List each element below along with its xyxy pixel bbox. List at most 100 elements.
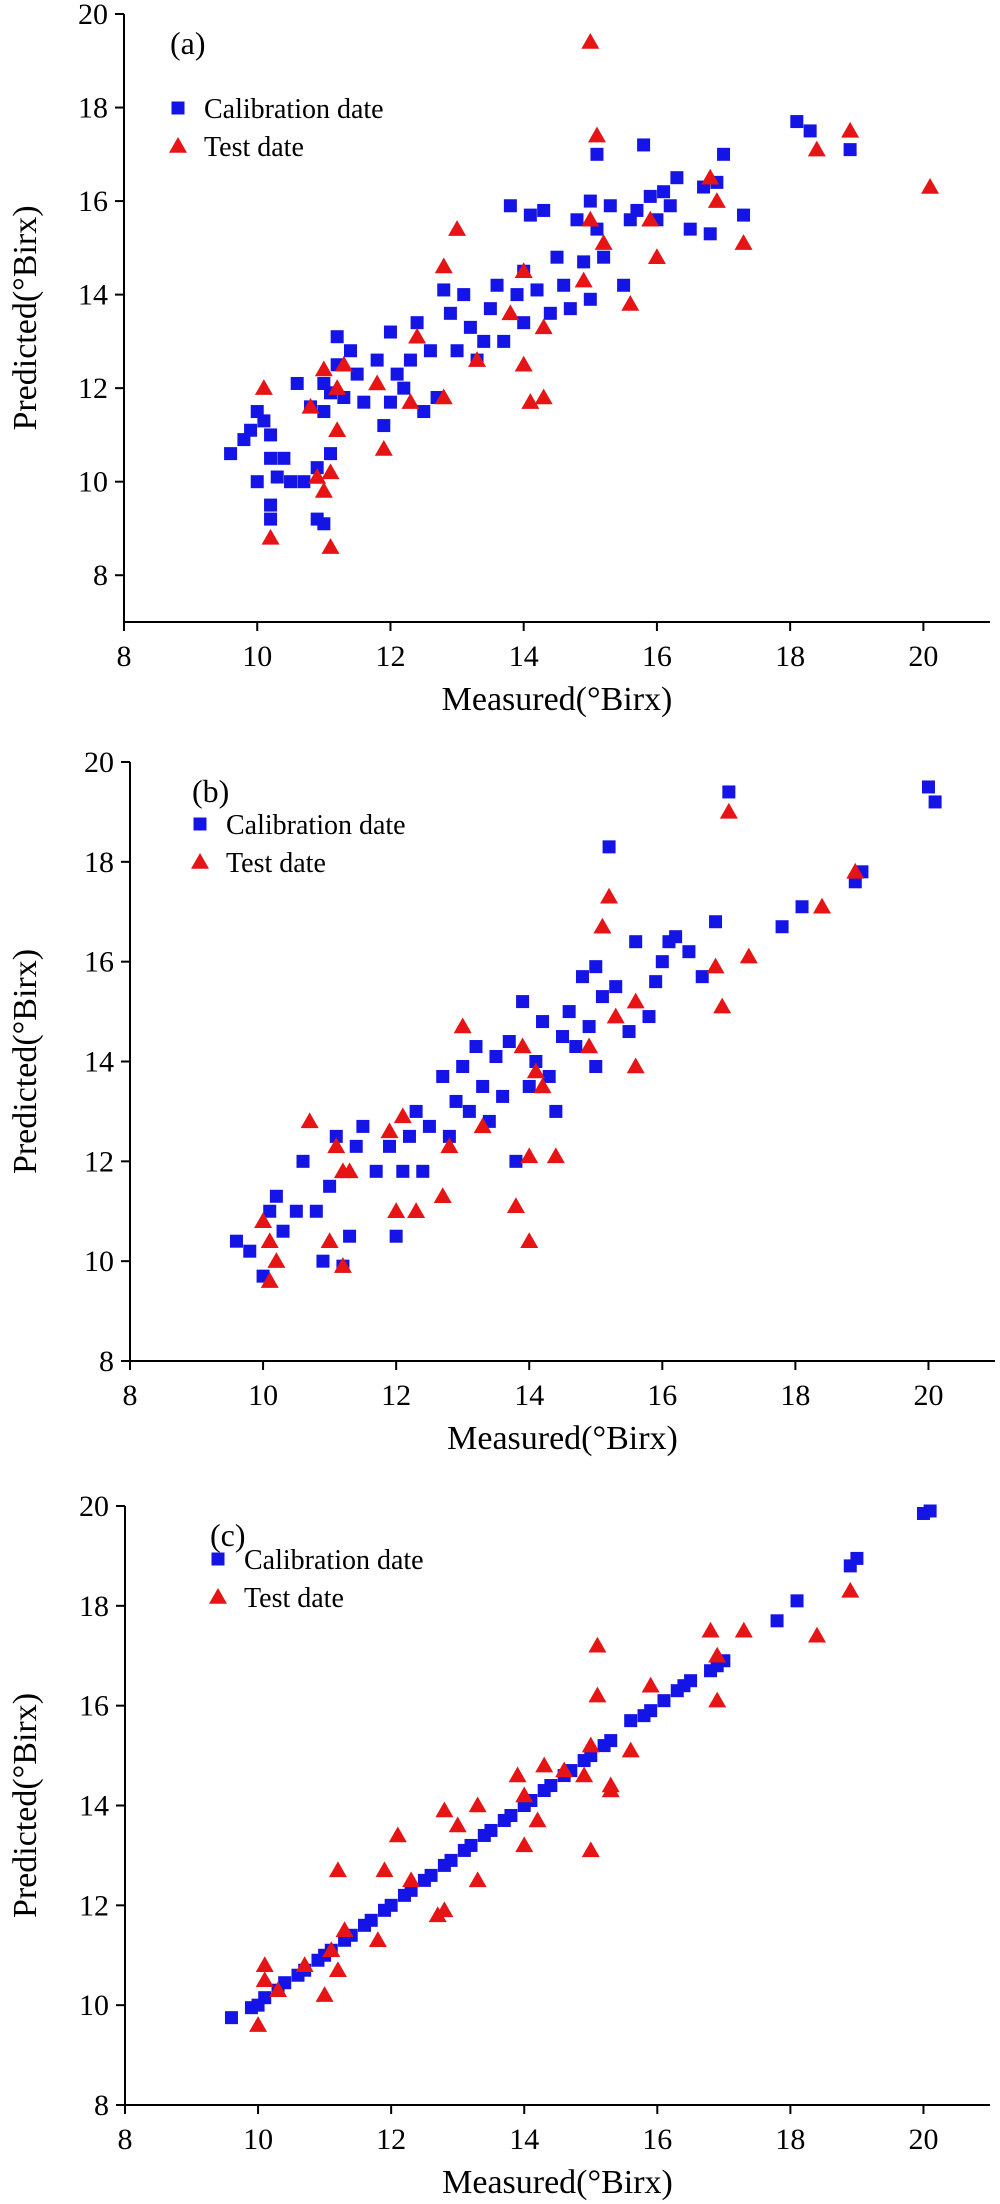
data-point: [324, 447, 338, 461]
data-point: [530, 283, 544, 297]
data-point: [308, 468, 327, 484]
data-point: [327, 1137, 346, 1154]
x-axis-label: Measured(°Birx): [442, 681, 673, 718]
y-tick-label: 16: [78, 185, 108, 218]
data-point: [449, 1094, 463, 1108]
data-point: [335, 1921, 354, 1938]
data-point: [562, 1005, 576, 1019]
data-point: [224, 447, 238, 461]
data-point: [534, 318, 553, 335]
data-point: [790, 115, 804, 129]
data-point: [590, 147, 604, 161]
data-point: [621, 1741, 640, 1758]
data-point: [264, 512, 278, 526]
data-point: [328, 1861, 347, 1878]
data-point: [630, 203, 644, 217]
data-point: [261, 528, 280, 545]
data-point: [369, 1164, 383, 1178]
data-point: [433, 1187, 452, 1204]
y-tick-label: 10: [84, 1245, 114, 1278]
data-point: [575, 970, 589, 984]
data-point: [734, 1621, 753, 1638]
data-point: [520, 1232, 539, 1248]
series-calibration: [229, 780, 942, 1283]
data-point: [600, 887, 619, 904]
data-point: [775, 920, 789, 934]
data-point: [374, 439, 393, 456]
data-point: [260, 1232, 279, 1248]
data-point: [434, 257, 453, 274]
x-tick-label: 20: [908, 2123, 938, 2156]
data-point: [255, 1956, 274, 1972]
data-point: [737, 208, 751, 222]
data-point: [641, 210, 660, 227]
data-point: [264, 498, 278, 512]
data-point: [278, 1976, 292, 1990]
x-tick-label: 8: [118, 2123, 133, 2156]
data-point: [593, 917, 612, 934]
data-point: [670, 171, 684, 185]
data-point: [410, 316, 424, 330]
data-point: [383, 395, 397, 409]
data-point: [709, 915, 723, 929]
data-point: [504, 1808, 518, 1822]
y-tick-label: 16: [84, 946, 114, 979]
data-point: [529, 1055, 543, 1068]
y-tick-label: 18: [84, 846, 114, 879]
data-point: [588, 1686, 607, 1703]
data-point: [436, 1069, 450, 1083]
data-point: [739, 947, 758, 964]
data-point: [387, 1202, 406, 1218]
data-point: [649, 975, 663, 989]
data-point: [708, 1691, 727, 1708]
data-point: [570, 213, 584, 227]
data-point: [489, 1050, 503, 1064]
chart-panel-b: 8 10 12 14 16 18 20 8 10 12 14 16 18 20 Measured(°Birx…: [0, 734, 1000, 1469]
data-point: [254, 379, 273, 395]
data-point: [453, 1017, 472, 1034]
data-point: [254, 1212, 273, 1228]
data-point: [244, 423, 258, 437]
data-point: [637, 138, 651, 152]
legend-marker: [211, 1552, 225, 1566]
data-point: [543, 306, 557, 320]
data-point: [520, 1147, 539, 1164]
data-point: [606, 1007, 625, 1024]
x-tick-label: 12: [376, 2123, 406, 2156]
data-point: [647, 248, 666, 264]
data-point: [544, 1779, 558, 1793]
data-point: [546, 1147, 565, 1164]
data-point: [440, 1137, 459, 1154]
data-point: [684, 1674, 698, 1688]
data-point: [583, 292, 597, 306]
series-test: [254, 802, 865, 1288]
data-point: [516, 995, 530, 1009]
x-tick-label: 12: [375, 640, 405, 673]
data-point: [375, 1861, 394, 1878]
data-point: [808, 1626, 826, 1643]
data-point: [473, 1117, 492, 1134]
data-point: [258, 1991, 272, 2005]
data-point: [555, 1761, 574, 1778]
data-point: [534, 388, 553, 405]
data-point: [267, 1252, 286, 1268]
data-point: [340, 1162, 359, 1179]
data-point: [448, 1816, 467, 1833]
data-point: [456, 1059, 470, 1073]
data-point: [843, 143, 857, 157]
data-point: [402, 1129, 416, 1143]
data-point: [580, 1037, 599, 1054]
data-point: [708, 1646, 727, 1663]
data-point: [542, 1069, 556, 1083]
data-point: [713, 997, 732, 1014]
data-point: [356, 1119, 370, 1133]
x-tick-label: 10: [248, 1379, 278, 1412]
data-point: [510, 288, 524, 302]
data-point: [503, 199, 517, 213]
legend-marker: [193, 817, 207, 831]
data-point: [450, 344, 464, 358]
x-tick-label: 12: [381, 1379, 411, 1412]
data-point: [343, 1229, 357, 1243]
x-tick-label: 20: [908, 640, 938, 673]
data-point: [641, 1676, 660, 1693]
